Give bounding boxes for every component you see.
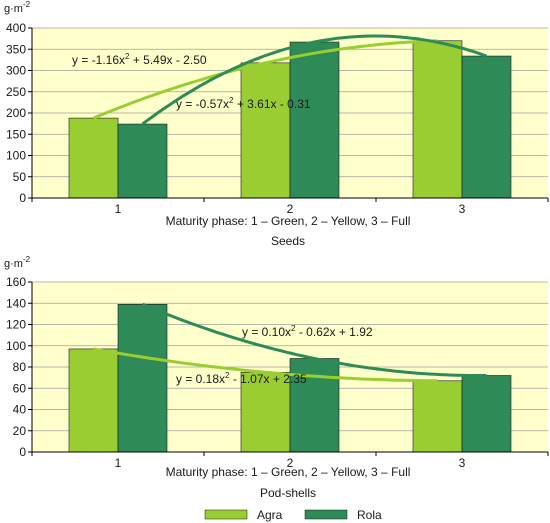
y-tick-label: 400: [6, 21, 26, 35]
y-tick-label: 50: [13, 170, 27, 184]
y-tick-label: 300: [6, 64, 26, 78]
trendline-equation-agra: y = 0.18x2 - 1.07x + 2.35: [176, 371, 307, 386]
y-tick-label: 60: [13, 381, 27, 395]
trendline-equation-rola: y = -1.16x2 + 5.49x - 2.50: [72, 52, 207, 67]
bar-rola-3: [461, 375, 512, 453]
x-axis-label: Maturity phase: 1 – Green, 2 – Yellow, 3…: [166, 465, 411, 479]
y-axis-unit-label: g·m-2: [4, 0, 31, 15]
y-tick-label: 350: [6, 42, 26, 56]
y-tick-label: 0: [19, 445, 26, 459]
y-tick-label: 160: [6, 275, 26, 289]
trendline-rola: [141, 302, 487, 377]
y-tick-label: 40: [13, 403, 27, 417]
chart-title: Pod-shells: [260, 486, 316, 500]
trendline-equation-rola: y = 0.10x2 - 0.62x + 1.92: [242, 324, 373, 339]
y-tick-label: 140: [6, 296, 26, 310]
legend-swatch-rola: [304, 509, 348, 520]
x-tick-label: 1: [115, 456, 122, 470]
x-axis-label: Maturity phase: 1 – Green, 2 – Yellow, 3…: [166, 214, 411, 228]
trendline-agra: [92, 39, 438, 120]
y-tick-label: 100: [6, 149, 26, 163]
x-tick-label: 2: [287, 456, 294, 470]
trendline-rola: [141, 34, 488, 126]
y-tick-label: 150: [6, 127, 26, 141]
trendline-agra: [93, 347, 438, 383]
bar-rola-2: [289, 41, 340, 199]
bar-rola-1: [117, 123, 168, 199]
x-tick-label: 3: [459, 202, 466, 216]
bar-agra-2: [240, 62, 291, 199]
y-tick-label: 250: [6, 85, 26, 99]
trendline-equation-agra: y = -0.57x2 + 3.61x - 0.31: [176, 96, 311, 111]
bar-agra-1: [68, 117, 119, 199]
chart-title: Seeds: [271, 234, 305, 248]
y-axis-unit-label: g·m-2: [4, 255, 31, 270]
bar-agra-1: [68, 348, 119, 453]
x-tick-label: 2: [287, 202, 294, 216]
legend-label-rola: Rola: [357, 508, 382, 522]
y-tick-label: 120: [6, 318, 26, 332]
y-tick-label: 80: [13, 360, 27, 374]
y-tick-label: 20: [13, 424, 27, 438]
bar-rola-3: [461, 55, 512, 199]
y-tick-label: 100: [6, 339, 26, 353]
y-tick-label: 0: [19, 191, 26, 205]
legend: Agra Rola: [204, 508, 382, 522]
chart-seeds: 0 50 100 150 200 250 300 350 400 g·m-2 y = -0.57x2…: [4, 0, 549, 248]
y-tick-label: 200: [6, 106, 26, 120]
legend-label-agra: Agra: [257, 508, 283, 522]
bar-agra-3: [412, 40, 463, 199]
legend-swatch-agra: [204, 509, 248, 520]
x-tick-label: 1: [115, 202, 122, 216]
x-tick-label: 3: [459, 456, 466, 470]
bar-rola-1: [117, 304, 168, 453]
chart-pod-shells: 0 20 40 60 80 100 120 140 160 g·m-2 y = 0.18x2 - 1…: [4, 255, 549, 500]
bar-agra-3: [412, 380, 463, 453]
bar-agra-2: [240, 372, 291, 453]
